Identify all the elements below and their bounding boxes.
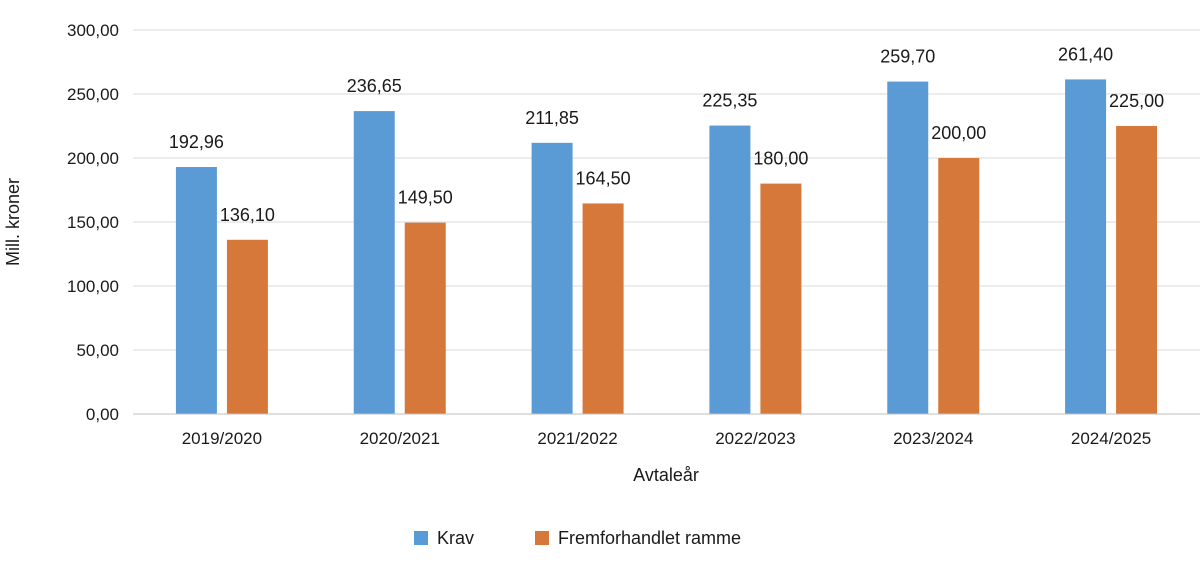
data-label: 211,85 bbox=[525, 108, 579, 128]
y-tick-label: 50,00 bbox=[76, 341, 119, 360]
y-tick-label: 300,00 bbox=[67, 21, 119, 40]
bar-fremforhandlet-ramme bbox=[226, 239, 268, 414]
data-label: 225,00 bbox=[1109, 91, 1164, 111]
x-axis-title: Avtaleår bbox=[633, 465, 699, 485]
bar-fremforhandlet-ramme bbox=[1116, 126, 1158, 414]
bar-krav bbox=[531, 142, 573, 414]
x-tick-label: 2020/2021 bbox=[360, 429, 440, 448]
data-label: 192,96 bbox=[169, 132, 224, 152]
legend-swatch-krav bbox=[414, 531, 428, 545]
bar-fremforhandlet-ramme bbox=[760, 183, 802, 414]
data-label: 164,50 bbox=[576, 168, 631, 188]
data-label: 261,40 bbox=[1058, 44, 1113, 64]
y-tick-label: 100,00 bbox=[67, 277, 119, 296]
bar-krav bbox=[175, 167, 217, 414]
data-label: 200,00 bbox=[931, 123, 986, 143]
bar-krav bbox=[887, 81, 929, 415]
x-tick-label: 2024/2025 bbox=[1071, 429, 1151, 448]
data-label: 149,50 bbox=[398, 188, 453, 208]
data-label: 236,65 bbox=[347, 76, 402, 96]
data-label: 136,10 bbox=[220, 205, 275, 225]
legend-swatch-fremforhandlet-ramme bbox=[535, 531, 549, 545]
x-tick-label: 2021/2022 bbox=[537, 429, 617, 448]
x-tick-label: 2019/2020 bbox=[182, 429, 262, 448]
data-label: 180,00 bbox=[753, 149, 808, 169]
legend: Krav Fremforhandlet ramme bbox=[414, 528, 741, 548]
y-tick-label: 250,00 bbox=[67, 85, 119, 104]
bar-fremforhandlet-ramme bbox=[404, 222, 446, 414]
x-axis-ticks: 2019/2020 2020/2021 2021/2022 2022/2023 2023… bbox=[182, 429, 1152, 448]
x-tick-label: 2022/2023 bbox=[715, 429, 795, 448]
bar-krav bbox=[709, 125, 751, 414]
bars bbox=[175, 79, 1158, 415]
bar-krav bbox=[1065, 79, 1107, 415]
y-tick-label: 200,00 bbox=[67, 149, 119, 168]
x-tick-label: 2023/2024 bbox=[893, 429, 973, 448]
bar-fremforhandlet-ramme bbox=[582, 203, 624, 414]
legend-label-krav: Krav bbox=[437, 528, 474, 548]
legend-label-fremforhandlet-ramme: Fremforhandlet ramme bbox=[558, 528, 741, 548]
gridlines bbox=[133, 29, 1200, 351]
bar-fremforhandlet-ramme bbox=[938, 158, 980, 414]
y-axis-title: Mill. kroner bbox=[3, 178, 23, 266]
y-tick-label: 0,00 bbox=[86, 405, 119, 424]
data-label: 259,70 bbox=[880, 47, 935, 67]
bar-krav bbox=[353, 111, 395, 414]
data-labels: 192,96 136,10 236,65 149,50 211,85 164,50 225,… bbox=[169, 44, 1164, 224]
y-tick-label: 150,00 bbox=[67, 213, 119, 232]
data-label: 225,35 bbox=[702, 91, 757, 111]
y-axis-ticks: 0,00 50,00 100,00 150,00 200,00 250,00 300,00 bbox=[67, 21, 119, 424]
